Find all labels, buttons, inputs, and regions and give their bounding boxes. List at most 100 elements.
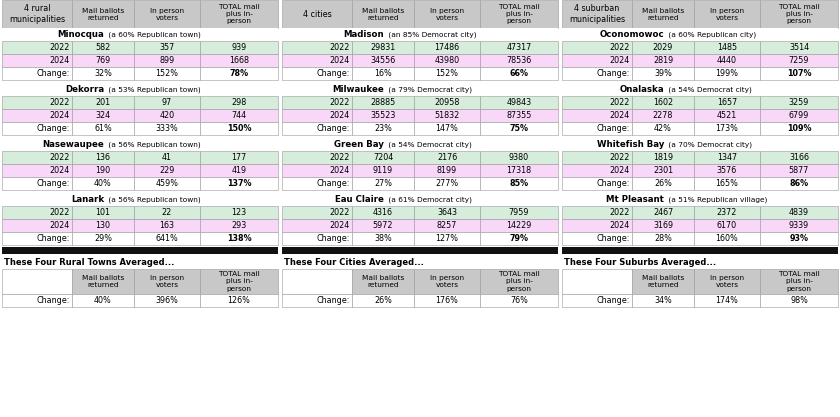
- Text: Mail ballots
returned: Mail ballots returned: [642, 8, 684, 20]
- Text: 298: 298: [231, 98, 247, 107]
- Bar: [352, 109, 414, 122]
- Text: 899: 899: [160, 56, 175, 65]
- Text: 160%: 160%: [716, 234, 738, 243]
- Text: 66%: 66%: [510, 69, 528, 78]
- Bar: [352, 54, 414, 67]
- Bar: [72, 41, 134, 54]
- Text: 6799: 6799: [789, 111, 809, 120]
- Text: (a 54% Democrat city): (a 54% Democrat city): [386, 141, 472, 148]
- Bar: [352, 294, 414, 307]
- Text: 2024: 2024: [50, 221, 70, 230]
- Bar: [134, 219, 200, 232]
- Text: TOTAL mail
plus in-
person: TOTAL mail plus in- person: [498, 271, 540, 291]
- Text: 3259: 3259: [789, 98, 809, 107]
- Text: (a 61% Democrat city): (a 61% Democrat city): [386, 196, 472, 203]
- Bar: [2, 256, 278, 269]
- Text: 744: 744: [232, 111, 247, 120]
- Bar: [282, 41, 352, 54]
- Text: These Four Suburbs Averaged...: These Four Suburbs Averaged...: [564, 258, 717, 267]
- Bar: [414, 122, 480, 135]
- Text: 2467: 2467: [653, 208, 673, 217]
- Bar: [2, 247, 278, 254]
- Bar: [282, 138, 558, 151]
- Bar: [694, 0, 760, 28]
- Text: In person
voters: In person voters: [710, 8, 744, 20]
- Text: TOTAL mail
plus in-
person: TOTAL mail plus in- person: [778, 4, 820, 24]
- Bar: [760, 109, 838, 122]
- Bar: [760, 232, 838, 245]
- Bar: [2, 151, 72, 164]
- Bar: [480, 109, 558, 122]
- Bar: [200, 177, 278, 190]
- Text: 87355: 87355: [507, 111, 532, 120]
- Bar: [352, 269, 414, 294]
- Bar: [694, 177, 760, 190]
- Bar: [352, 206, 414, 219]
- Bar: [414, 96, 480, 109]
- Bar: [282, 269, 352, 294]
- Text: 1347: 1347: [717, 153, 737, 162]
- Bar: [72, 269, 134, 294]
- Bar: [134, 122, 200, 135]
- Text: 109%: 109%: [787, 124, 811, 133]
- Bar: [694, 219, 760, 232]
- Text: 6170: 6170: [717, 221, 737, 230]
- Text: 1485: 1485: [717, 43, 737, 52]
- Bar: [562, 54, 632, 67]
- Bar: [632, 232, 694, 245]
- Text: Mail ballots
returned: Mail ballots returned: [81, 275, 124, 288]
- Text: 130: 130: [96, 221, 111, 230]
- Bar: [414, 164, 480, 177]
- Text: (a 51% Republican village): (a 51% Republican village): [666, 196, 768, 203]
- Bar: [282, 256, 558, 269]
- Text: 939: 939: [231, 43, 247, 52]
- Text: Minocqua: Minocqua: [57, 30, 104, 39]
- Bar: [200, 122, 278, 135]
- Text: 5877: 5877: [789, 166, 809, 175]
- Bar: [2, 28, 278, 41]
- Bar: [414, 41, 480, 54]
- Bar: [200, 232, 278, 245]
- Text: 165%: 165%: [716, 179, 738, 188]
- Text: Nasewaupee: Nasewaupee: [42, 140, 104, 149]
- Bar: [134, 232, 200, 245]
- Text: Lanark: Lanark: [71, 195, 104, 204]
- Text: 85%: 85%: [509, 179, 528, 188]
- Bar: [632, 269, 694, 294]
- Bar: [760, 177, 838, 190]
- Text: 357: 357: [160, 43, 175, 52]
- Text: 127%: 127%: [435, 234, 459, 243]
- Text: 29%: 29%: [94, 234, 112, 243]
- Text: Change:: Change:: [317, 69, 350, 78]
- Text: 2022: 2022: [50, 43, 70, 52]
- Text: 47317: 47317: [507, 43, 532, 52]
- Text: 2029: 2029: [653, 43, 673, 52]
- Bar: [200, 41, 278, 54]
- Bar: [282, 193, 558, 206]
- Bar: [134, 96, 200, 109]
- Text: 28%: 28%: [654, 234, 672, 243]
- Text: 152%: 152%: [435, 69, 459, 78]
- Bar: [480, 232, 558, 245]
- Bar: [72, 294, 134, 307]
- Text: 2022: 2022: [610, 43, 630, 52]
- Text: 4521: 4521: [717, 111, 738, 120]
- Bar: [352, 67, 414, 80]
- Text: Change:: Change:: [596, 124, 630, 133]
- Bar: [282, 109, 352, 122]
- Bar: [760, 41, 838, 54]
- Text: In person
voters: In person voters: [430, 8, 464, 20]
- Bar: [480, 54, 558, 67]
- Bar: [414, 54, 480, 67]
- Bar: [352, 96, 414, 109]
- Text: 5972: 5972: [373, 221, 393, 230]
- Text: Mt Pleasant: Mt Pleasant: [606, 195, 664, 204]
- Bar: [480, 41, 558, 54]
- Bar: [562, 294, 632, 307]
- Text: TOTAL mail
plus in-
person: TOTAL mail plus in- person: [778, 271, 820, 291]
- Text: 4 rural
municipalities: 4 rural municipalities: [9, 4, 65, 24]
- Text: 28885: 28885: [370, 98, 396, 107]
- Bar: [694, 54, 760, 67]
- Bar: [414, 0, 480, 28]
- Bar: [760, 269, 838, 294]
